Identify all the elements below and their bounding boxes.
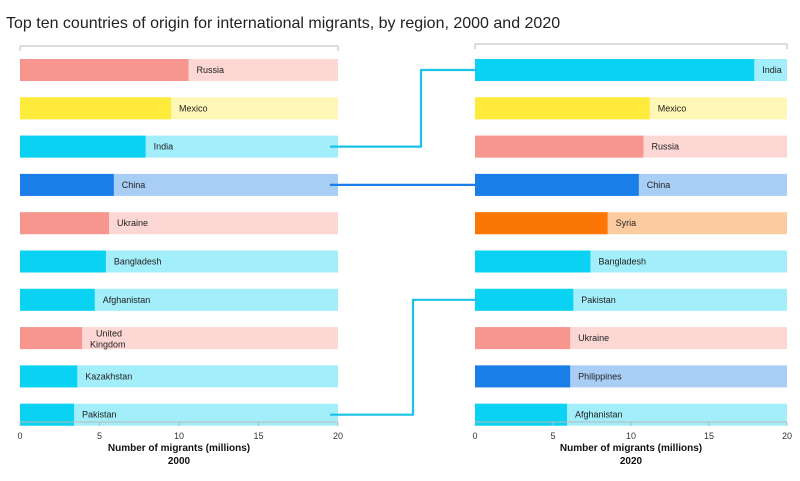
bar-label: Russia bbox=[651, 142, 679, 152]
bar-label: Afghanistan bbox=[103, 295, 151, 305]
bar bbox=[20, 173, 114, 196]
bar-label: Bangladesh bbox=[598, 257, 646, 267]
panel-year-label: 2000 bbox=[168, 456, 191, 467]
bar-label: United Kingdom bbox=[90, 329, 126, 350]
x-tick-label: 5 bbox=[97, 431, 102, 441]
panel-2000: Russia Mexico India China Ukraine Bangladesh A… bbox=[17, 45, 343, 467]
x-tick-label: 0 bbox=[17, 431, 22, 441]
bar-label: Russia bbox=[197, 65, 225, 75]
bar bbox=[475, 327, 571, 350]
bar bbox=[20, 250, 106, 273]
bar-label: Mexico bbox=[658, 103, 687, 113]
bar bbox=[475, 97, 650, 120]
bar-track bbox=[20, 327, 338, 350]
x-tick-label: 15 bbox=[704, 431, 714, 441]
bar-label: Mexico bbox=[179, 103, 208, 113]
chart-title: Top ten countries of origin for internat… bbox=[6, 15, 560, 32]
panel-2020: India Mexico Russia China Syria Bangladesh Pak… bbox=[472, 43, 792, 467]
connector-india bbox=[330, 68, 477, 148]
bar bbox=[20, 135, 146, 158]
x-tick-label: 0 bbox=[472, 431, 477, 441]
bar bbox=[20, 288, 95, 311]
bar-label: Afghanistan bbox=[575, 410, 623, 420]
bar bbox=[475, 365, 571, 388]
connector-pakistan bbox=[330, 298, 477, 416]
bar-label: Kazakhstan bbox=[85, 371, 132, 381]
bar bbox=[475, 212, 608, 235]
bar-label: Pakistan bbox=[82, 410, 117, 420]
bar bbox=[475, 403, 568, 426]
bar-label: Syria bbox=[616, 218, 637, 228]
bar bbox=[475, 173, 639, 196]
x-tick-label: 20 bbox=[333, 431, 343, 441]
bar-label: India bbox=[154, 142, 174, 152]
x-axis-label: Number of migrants (millions) bbox=[108, 443, 250, 454]
panel-year-label: 2020 bbox=[620, 456, 643, 467]
x-tick-label: 15 bbox=[253, 431, 263, 441]
x-tick-label: 10 bbox=[174, 431, 184, 441]
bar-label: Bangladesh bbox=[114, 257, 162, 267]
bar-label: Ukraine bbox=[117, 218, 148, 228]
bar bbox=[20, 365, 78, 388]
bar-label: Philippines bbox=[578, 371, 622, 381]
bar bbox=[20, 97, 172, 120]
bar-label: China bbox=[122, 180, 146, 190]
bar bbox=[475, 59, 755, 81]
bar bbox=[20, 327, 83, 350]
bar bbox=[475, 288, 574, 311]
bar bbox=[20, 59, 189, 81]
x-tick-label: 20 bbox=[782, 431, 792, 441]
bar bbox=[20, 403, 75, 426]
x-tick-label: 5 bbox=[550, 431, 555, 441]
bar-label: India bbox=[762, 65, 782, 75]
bar-label: Pakistan bbox=[581, 295, 616, 305]
bar-track bbox=[20, 365, 338, 388]
x-axis-label: Number of migrants (millions) bbox=[560, 443, 702, 454]
bar-label: Ukraine bbox=[578, 333, 609, 343]
bar bbox=[475, 135, 644, 158]
bar-label: China bbox=[647, 180, 671, 190]
bar bbox=[20, 212, 110, 235]
bar-track bbox=[20, 288, 338, 311]
x-tick-label: 10 bbox=[626, 431, 636, 441]
bar bbox=[475, 250, 591, 273]
bar-track bbox=[20, 403, 338, 426]
